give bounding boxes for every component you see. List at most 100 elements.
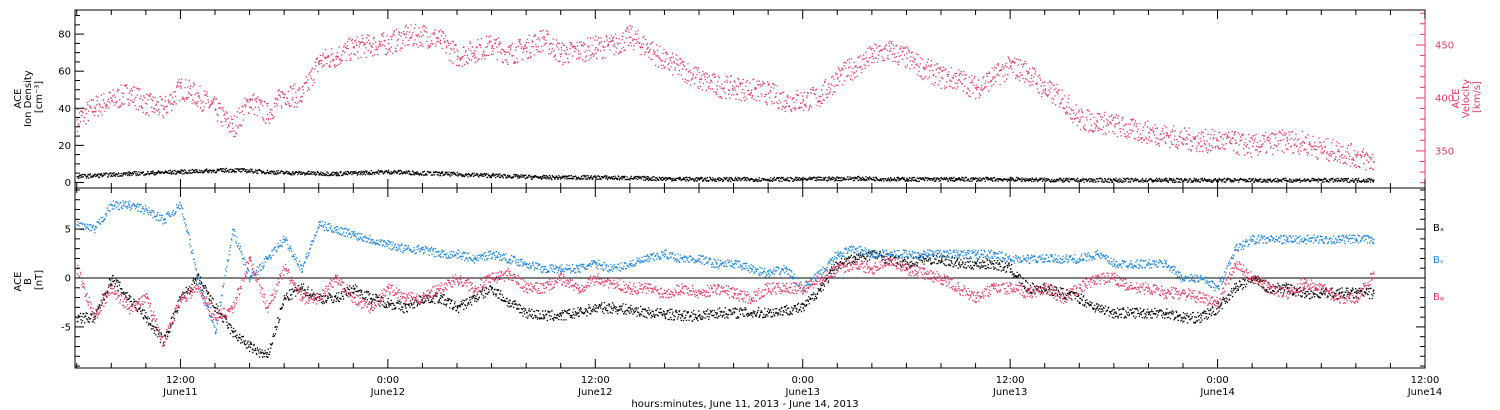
x-tick-time-label: 12:00 [581,375,610,386]
by-point [1200,278,1202,280]
bz-point [232,307,234,309]
bz-point [612,282,614,285]
top-right-axis-label: ACE Velocity [km/s] [1451,76,1483,118]
bx-point [249,346,251,348]
density-point [1269,179,1271,182]
velocity-point [1373,161,1375,163]
bz-point [197,287,200,290]
velocity-points [76,23,1375,171]
bx-point [681,315,684,317]
by-point [197,278,200,280]
by-point [76,224,79,226]
velocity-point [1113,124,1116,126]
by-point [681,258,684,260]
density-point [1217,179,1219,182]
bx-point [284,297,286,299]
bz-point [664,292,666,295]
by-point [837,253,839,255]
x-tick-date-label: June14 [1199,387,1235,398]
bx-point [612,307,614,309]
x-tick-date-label: June12 [370,387,406,398]
bx-point [802,307,805,309]
velocity-point [1355,156,1358,158]
by-point [526,263,528,265]
bx-point [508,302,511,304]
by-point [1269,238,1271,241]
bx-point [854,258,856,260]
density-point [1062,179,1064,182]
bx-point [733,312,735,314]
density-point [76,175,79,178]
by-point [284,238,286,241]
by-point [733,263,735,265]
bz-point [768,287,770,290]
bz-point [1373,273,1375,275]
velocity-point [508,53,511,55]
by-point [232,229,234,231]
velocity-point [128,92,130,94]
bz-point [1165,292,1168,295]
density-point [1165,179,1168,182]
velocity-point [526,47,528,49]
bx-point [543,315,545,317]
bz-point [681,287,684,290]
density-point-cloud [76,167,1375,183]
bz-point [992,287,995,290]
velocity-point [1079,119,1081,121]
velocity-point [1010,66,1012,68]
bz-point [1010,287,1012,290]
bz-point [647,287,649,290]
bx-point [1338,292,1340,295]
velocity-point [1062,97,1064,100]
bz-points [76,253,1375,347]
bx-point [266,356,269,358]
velocity-point [958,78,960,81]
velocity-point [802,100,805,102]
by-point [871,253,874,255]
by-point [336,229,338,231]
x-tick-time-label: 12:00 [996,375,1025,386]
x-tick-date-label: June13 [784,387,820,398]
bz-point [1286,292,1289,295]
legend-bx: Bₓ [1433,223,1444,234]
bz-point [1321,287,1323,290]
bx-point [1286,287,1289,290]
bx-point [975,263,977,265]
by-point [370,238,372,241]
by-point [941,253,943,255]
bx-point [595,307,597,309]
velocity-point [474,50,476,52]
by-point [1165,263,1168,265]
bz-point [249,258,251,260]
by-point [1113,263,1116,265]
velocity-point [405,36,407,38]
velocity-point [318,60,321,63]
density-point [439,173,442,175]
x-tick-time-label: 0:00 [791,375,813,386]
density-point [1321,179,1323,182]
by-point [750,268,753,270]
velocity-point [94,106,96,108]
bx-point [629,309,632,311]
bottom-left-label-line-1: ACE [13,272,24,292]
density-point [180,171,182,173]
by-point [716,263,718,265]
x-axis-title: hours:minutes, June 11, 2013 - June 14, … [631,399,858,410]
by-point [992,253,995,255]
by-point [595,263,597,265]
x-axis-tick-labels: 12:00June110:00June1212:00June120:00June… [76,10,1442,398]
density-point [232,169,234,171]
bz-point [1027,292,1029,295]
bx-point [387,302,390,304]
velocity-point [1148,131,1150,134]
velocity-point [1286,140,1289,142]
bx-point [1304,292,1306,295]
by-point [664,253,666,255]
bz-point [266,307,269,309]
bx-point [716,312,718,314]
velocity-point [733,87,735,89]
bx-point [1234,287,1237,290]
velocity-point [889,50,891,52]
bx-point [76,317,79,319]
bx-points [76,249,1375,358]
